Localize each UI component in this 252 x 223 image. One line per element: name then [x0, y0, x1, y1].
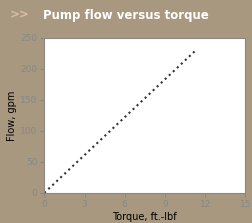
X-axis label: Torque, ft.-lbf: Torque, ft.-lbf — [112, 212, 176, 222]
Text: >>: >> — [10, 8, 30, 22]
Y-axis label: Flow, gpm: Flow, gpm — [7, 90, 17, 140]
Text: Pump flow versus torque: Pump flow versus torque — [43, 8, 208, 22]
